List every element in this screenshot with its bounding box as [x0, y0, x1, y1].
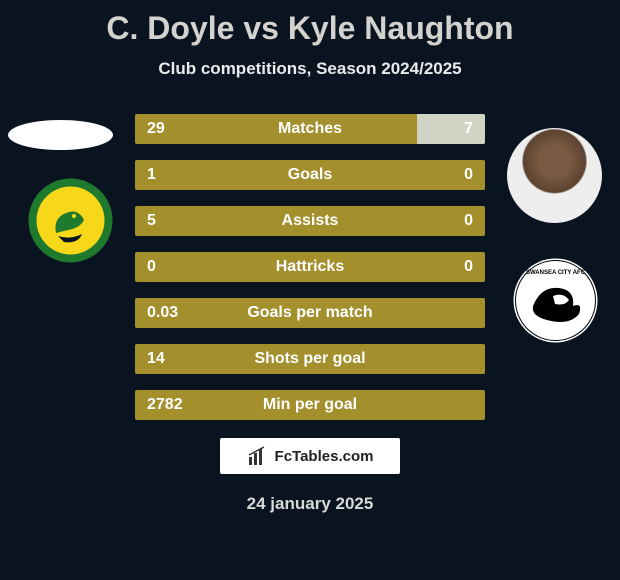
stat-label: Matches — [135, 120, 485, 138]
stat-row: 10Goals — [135, 160, 485, 190]
brand-badge: FcTables.com — [220, 438, 400, 474]
svg-text:SWANSEA CITY AFC: SWANSEA CITY AFC — [526, 270, 586, 276]
player1-club-badge — [28, 178, 113, 263]
stat-row: 297Matches — [135, 114, 485, 144]
stat-label: Goals per match — [135, 304, 485, 322]
player2-club-badge: SWANSEA CITY AFC — [513, 258, 598, 343]
brand-text: FcTables.com — [275, 448, 374, 465]
stat-row: 50Assists — [135, 206, 485, 236]
stat-label: Assists — [135, 212, 485, 230]
player1-avatar — [8, 120, 113, 150]
stat-label: Hattricks — [135, 258, 485, 276]
player2-avatar — [507, 128, 602, 223]
date-label: 24 january 2025 — [0, 494, 620, 514]
stat-row: 14Shots per goal — [135, 344, 485, 374]
stat-row: 00Hattricks — [135, 252, 485, 282]
subtitle: Club competitions, Season 2024/2025 — [0, 59, 620, 79]
stats-block: 297Matches 10Goals 50Assists 00Hattricks 0.0… — [135, 114, 485, 420]
page-title: C. Doyle vs Kyle Naughton — [0, 10, 620, 47]
stat-row: 0.03Goals per match — [135, 298, 485, 328]
player2-photo — [507, 128, 602, 223]
stat-label: Goals — [135, 166, 485, 184]
stat-label: Shots per goal — [135, 350, 485, 368]
brand-icon — [247, 445, 269, 467]
comparison-infographic: C. Doyle vs Kyle Naughton Club competiti… — [0, 0, 620, 580]
stat-row: 2782Min per goal — [135, 390, 485, 420]
stat-label: Min per goal — [135, 396, 485, 414]
